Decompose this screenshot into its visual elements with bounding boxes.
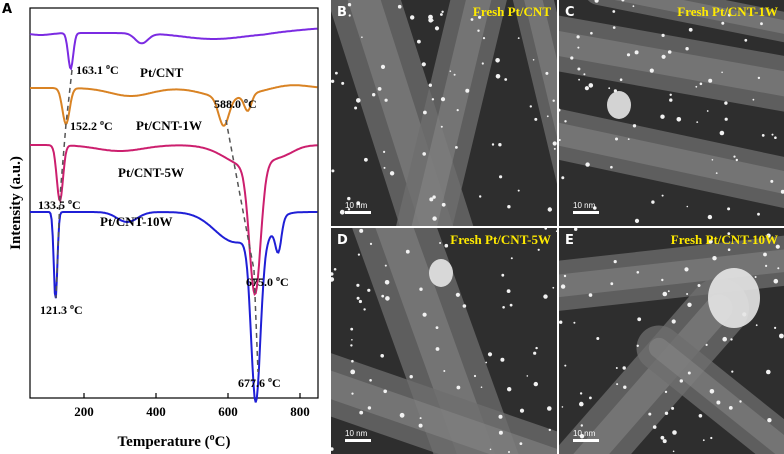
series-label: Pt/CNT [140, 65, 184, 80]
peak-label: 133.5 oC [38, 197, 81, 212]
peak-guide-line [59, 123, 67, 197]
scale-bar-c: 10 nm [573, 201, 603, 214]
tem-panel-e: E Fresh Pt/CNT-10W 10 nm [559, 228, 784, 454]
peak-label: 588.0 oC [214, 96, 257, 111]
tpr-chart: A Pt/CNT Pt/CNT-1W Pt/CNT-5W Pt/CNT-10W 163… [2, 2, 319, 450]
y-axis-label: Intensity (a.u.) [8, 156, 24, 250]
panel-letter-a: A [2, 2, 12, 17]
scale-bar-b: 10 nm [345, 201, 375, 214]
peak-guides-group [55, 69, 259, 373]
series-label: Pt/CNT-1W [136, 118, 202, 133]
peak-guide-line [253, 269, 259, 373]
tem-letter-c: C [565, 5, 575, 20]
x-tick-label: 800 [290, 404, 310, 419]
tem-letter-d: D [337, 233, 348, 248]
peak-guide-line [65, 69, 73, 125]
peak-label: 677.6 oC [238, 375, 281, 390]
x-axis-ticks: 200 400 600 800 [74, 393, 310, 419]
series-line-2 [30, 84, 318, 127]
tem-panel-c: C Fresh Pt/CNT-1W 10 nm [559, 0, 784, 226]
tem-image-d [331, 228, 557, 454]
scale-bar-e: 10 nm [573, 429, 603, 442]
series-line-3 [30, 144, 318, 297]
tem-title-b: Fresh Pt/CNT [472, 4, 551, 19]
scale-text-b: 10 nm [345, 201, 368, 210]
tem-panel-b: B Fresh Pt/CNT 10 nm [331, 0, 557, 226]
tem-letter-b: B [337, 5, 347, 20]
peak-labels-group: 163.1 oC 152.2 oC 588.0 oC 133.5 oC 675.0 oC… [38, 62, 289, 390]
peak-label: 163.1 oC [76, 62, 119, 77]
tem-panel-d: D Fresh Pt/CNT-5W 10 nm [331, 228, 557, 454]
x-axis-label: Temperature (oC) [118, 432, 231, 450]
series-line-4 [30, 211, 318, 403]
tem-image-b [331, 0, 557, 226]
tem-title-e: Fresh Pt/CNT-10W [670, 232, 778, 247]
peak-label: 121.3 oC [40, 302, 83, 317]
peak-label: 675.0 oC [246, 274, 289, 289]
peak-guide-line [225, 119, 255, 271]
scale-text-c: 10 nm [573, 201, 596, 210]
tem-title-c: Fresh Pt/CNT-1W [677, 4, 778, 19]
series-line-1 [29, 27, 318, 71]
tem-image-c [559, 0, 784, 226]
tem-letter-e: E [565, 233, 574, 248]
series-label: Pt/CNT-10W [100, 214, 172, 229]
x-tick-label: 200 [74, 404, 94, 419]
peak-guide-line [55, 195, 61, 299]
tem-title-d: Fresh Pt/CNT-5W [450, 232, 551, 247]
x-tick-label: 400 [146, 404, 166, 419]
x-tick-label: 600 [218, 404, 238, 419]
peak-label: 152.2 oC [70, 118, 113, 133]
series-labels-group: Pt/CNT Pt/CNT-1W Pt/CNT-5W Pt/CNT-10W [100, 65, 202, 229]
series-label: Pt/CNT-5W [118, 165, 184, 180]
tem-image-e [559, 228, 784, 454]
curves-group [29, 27, 318, 403]
scale-text-e: 10 nm [573, 429, 596, 438]
scale-bar-d: 10 nm [345, 429, 375, 442]
scale-text-d: 10 nm [345, 429, 368, 438]
plot-frame [29, 7, 319, 399]
